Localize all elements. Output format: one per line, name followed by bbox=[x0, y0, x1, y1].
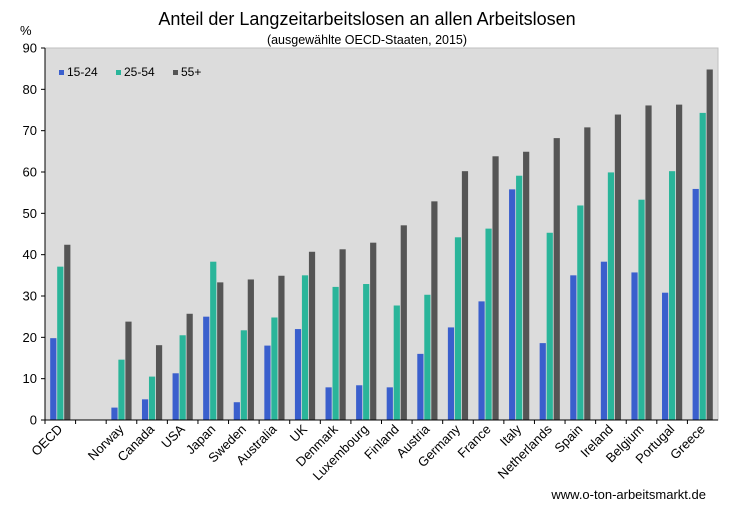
legend-label-25-54: 25-54 bbox=[124, 65, 155, 79]
bar-25-54-Japan bbox=[210, 261, 217, 420]
bar-25-54-Austria bbox=[424, 294, 431, 420]
bar-25-54-Sweden bbox=[240, 330, 247, 420]
bar-15-24-Denmark bbox=[325, 387, 332, 420]
bar-55+-Netherlands bbox=[553, 138, 560, 420]
bar-25-54-Luxembourg bbox=[363, 284, 370, 420]
bar-15-24-France bbox=[478, 301, 485, 420]
legend: 15-24 25-54 55+ bbox=[59, 65, 201, 79]
bar-55+-Spain bbox=[584, 127, 591, 421]
legend-label-15-24: 15-24 bbox=[67, 65, 98, 79]
y-tick-label: 60 bbox=[23, 165, 37, 180]
x-tick-label-uk: UK bbox=[287, 421, 311, 445]
bar-25-54-USA bbox=[179, 335, 186, 420]
bar-25-54-Netherlands bbox=[546, 232, 553, 420]
bar-55+-Italy bbox=[523, 151, 530, 420]
y-tick-label: 30 bbox=[23, 289, 37, 304]
bar-15-24-Italy bbox=[509, 189, 516, 420]
bar-25-54-OECD bbox=[57, 266, 64, 420]
bar-25-54-Canada bbox=[148, 376, 156, 420]
bar-15-24-Netherlands bbox=[539, 343, 546, 420]
bar-25-54-Spain bbox=[577, 205, 584, 420]
y-tick-label: 40 bbox=[23, 247, 37, 262]
bar-15-24-Ireland bbox=[600, 261, 608, 420]
y-tick-label: 90 bbox=[23, 41, 37, 56]
bar-55+-Germany bbox=[461, 171, 469, 420]
y-tick-label: 10 bbox=[23, 371, 37, 386]
bar-25-54-France bbox=[485, 228, 492, 420]
legend-label-55+: 55+ bbox=[181, 65, 201, 79]
x-tick-label-greece: Greece bbox=[667, 422, 708, 463]
bar-15-24-Canada bbox=[141, 399, 149, 420]
source-footer: www.o-ton-arbeitsmarkt.de bbox=[550, 487, 706, 502]
bar-15-24-Portugal bbox=[662, 292, 669, 420]
y-tick-label: 0 bbox=[30, 413, 37, 428]
bar-25-54-Ireland bbox=[607, 172, 615, 420]
bar-55+-Luxembourg bbox=[370, 242, 377, 420]
y-tick-label: 70 bbox=[23, 123, 37, 138]
legend-swatch-25-54 bbox=[116, 70, 121, 75]
bar-15-24-OECD bbox=[50, 338, 57, 420]
bar-15-24-Norway bbox=[111, 407, 118, 420]
bar-55+-Belgium bbox=[645, 105, 652, 420]
bar-55+-Denmark bbox=[339, 249, 346, 420]
bar-series-group bbox=[50, 69, 713, 421]
legend-swatch-15-24 bbox=[59, 70, 64, 75]
bar-15-24-Sweden bbox=[233, 402, 240, 420]
bar-55+-Finland bbox=[400, 225, 407, 420]
bar-15-24-Belgium bbox=[631, 272, 638, 420]
bar-55+-Norway bbox=[125, 321, 132, 420]
bar-55+-UK bbox=[308, 251, 316, 420]
bar-55+-Austria bbox=[431, 201, 438, 420]
y-tick-label: 50 bbox=[23, 206, 37, 221]
bar-25-54-UK bbox=[301, 275, 309, 420]
bar-25-54-Germany bbox=[454, 237, 462, 420]
bar-25-54-Australia bbox=[271, 317, 278, 420]
bar-15-24-Greece bbox=[692, 188, 699, 420]
bar-15-24-UK bbox=[294, 329, 302, 420]
bar-15-24-USA bbox=[172, 373, 179, 420]
y-tick-label: 80 bbox=[23, 82, 37, 97]
bar-15-24-Germany bbox=[447, 327, 455, 420]
y-axis-unit-label: % bbox=[20, 23, 32, 38]
bar-15-24-Japan bbox=[203, 316, 210, 420]
bar-55+-Japan bbox=[217, 282, 224, 420]
bar-55+-Ireland bbox=[614, 114, 622, 421]
x-tick-label-finland: Finland bbox=[361, 422, 402, 463]
bar-25-54-Norway bbox=[118, 359, 125, 420]
bar-25-54-Greece bbox=[699, 112, 706, 420]
bar-55+-Greece bbox=[706, 69, 713, 420]
bar-25-54-Denmark bbox=[332, 286, 339, 420]
legend-swatch-55+ bbox=[173, 70, 178, 75]
chart-subtitle: (ausgewählte OECD-Staaten, 2015) bbox=[267, 33, 467, 47]
bar-55+-Portugal bbox=[676, 104, 683, 421]
y-tick-label: 20 bbox=[23, 330, 37, 345]
bar-55+-France bbox=[492, 156, 499, 420]
bar-15-24-Australia bbox=[264, 345, 271, 420]
bar-55+-Sweden bbox=[247, 279, 254, 420]
bar-55+-OECD bbox=[64, 244, 71, 420]
bar-55+-Canada bbox=[155, 345, 163, 420]
x-tick-label-france: France bbox=[454, 422, 493, 461]
bar-25-54-Italy bbox=[516, 175, 523, 420]
bar-55+-USA bbox=[186, 313, 193, 420]
bar-25-54-Finland bbox=[393, 305, 400, 420]
chart-title: Anteil der Langzeitarbeitslosen an allen… bbox=[158, 9, 575, 29]
bar-25-54-Portugal bbox=[669, 171, 676, 420]
bar-15-24-Luxembourg bbox=[356, 385, 363, 420]
bar-55+-Australia bbox=[278, 275, 285, 420]
bar-15-24-Finland bbox=[386, 387, 393, 420]
bar-15-24-Spain bbox=[570, 275, 577, 420]
bar-25-54-Belgium bbox=[638, 199, 645, 420]
bar-15-24-Austria bbox=[417, 353, 424, 420]
